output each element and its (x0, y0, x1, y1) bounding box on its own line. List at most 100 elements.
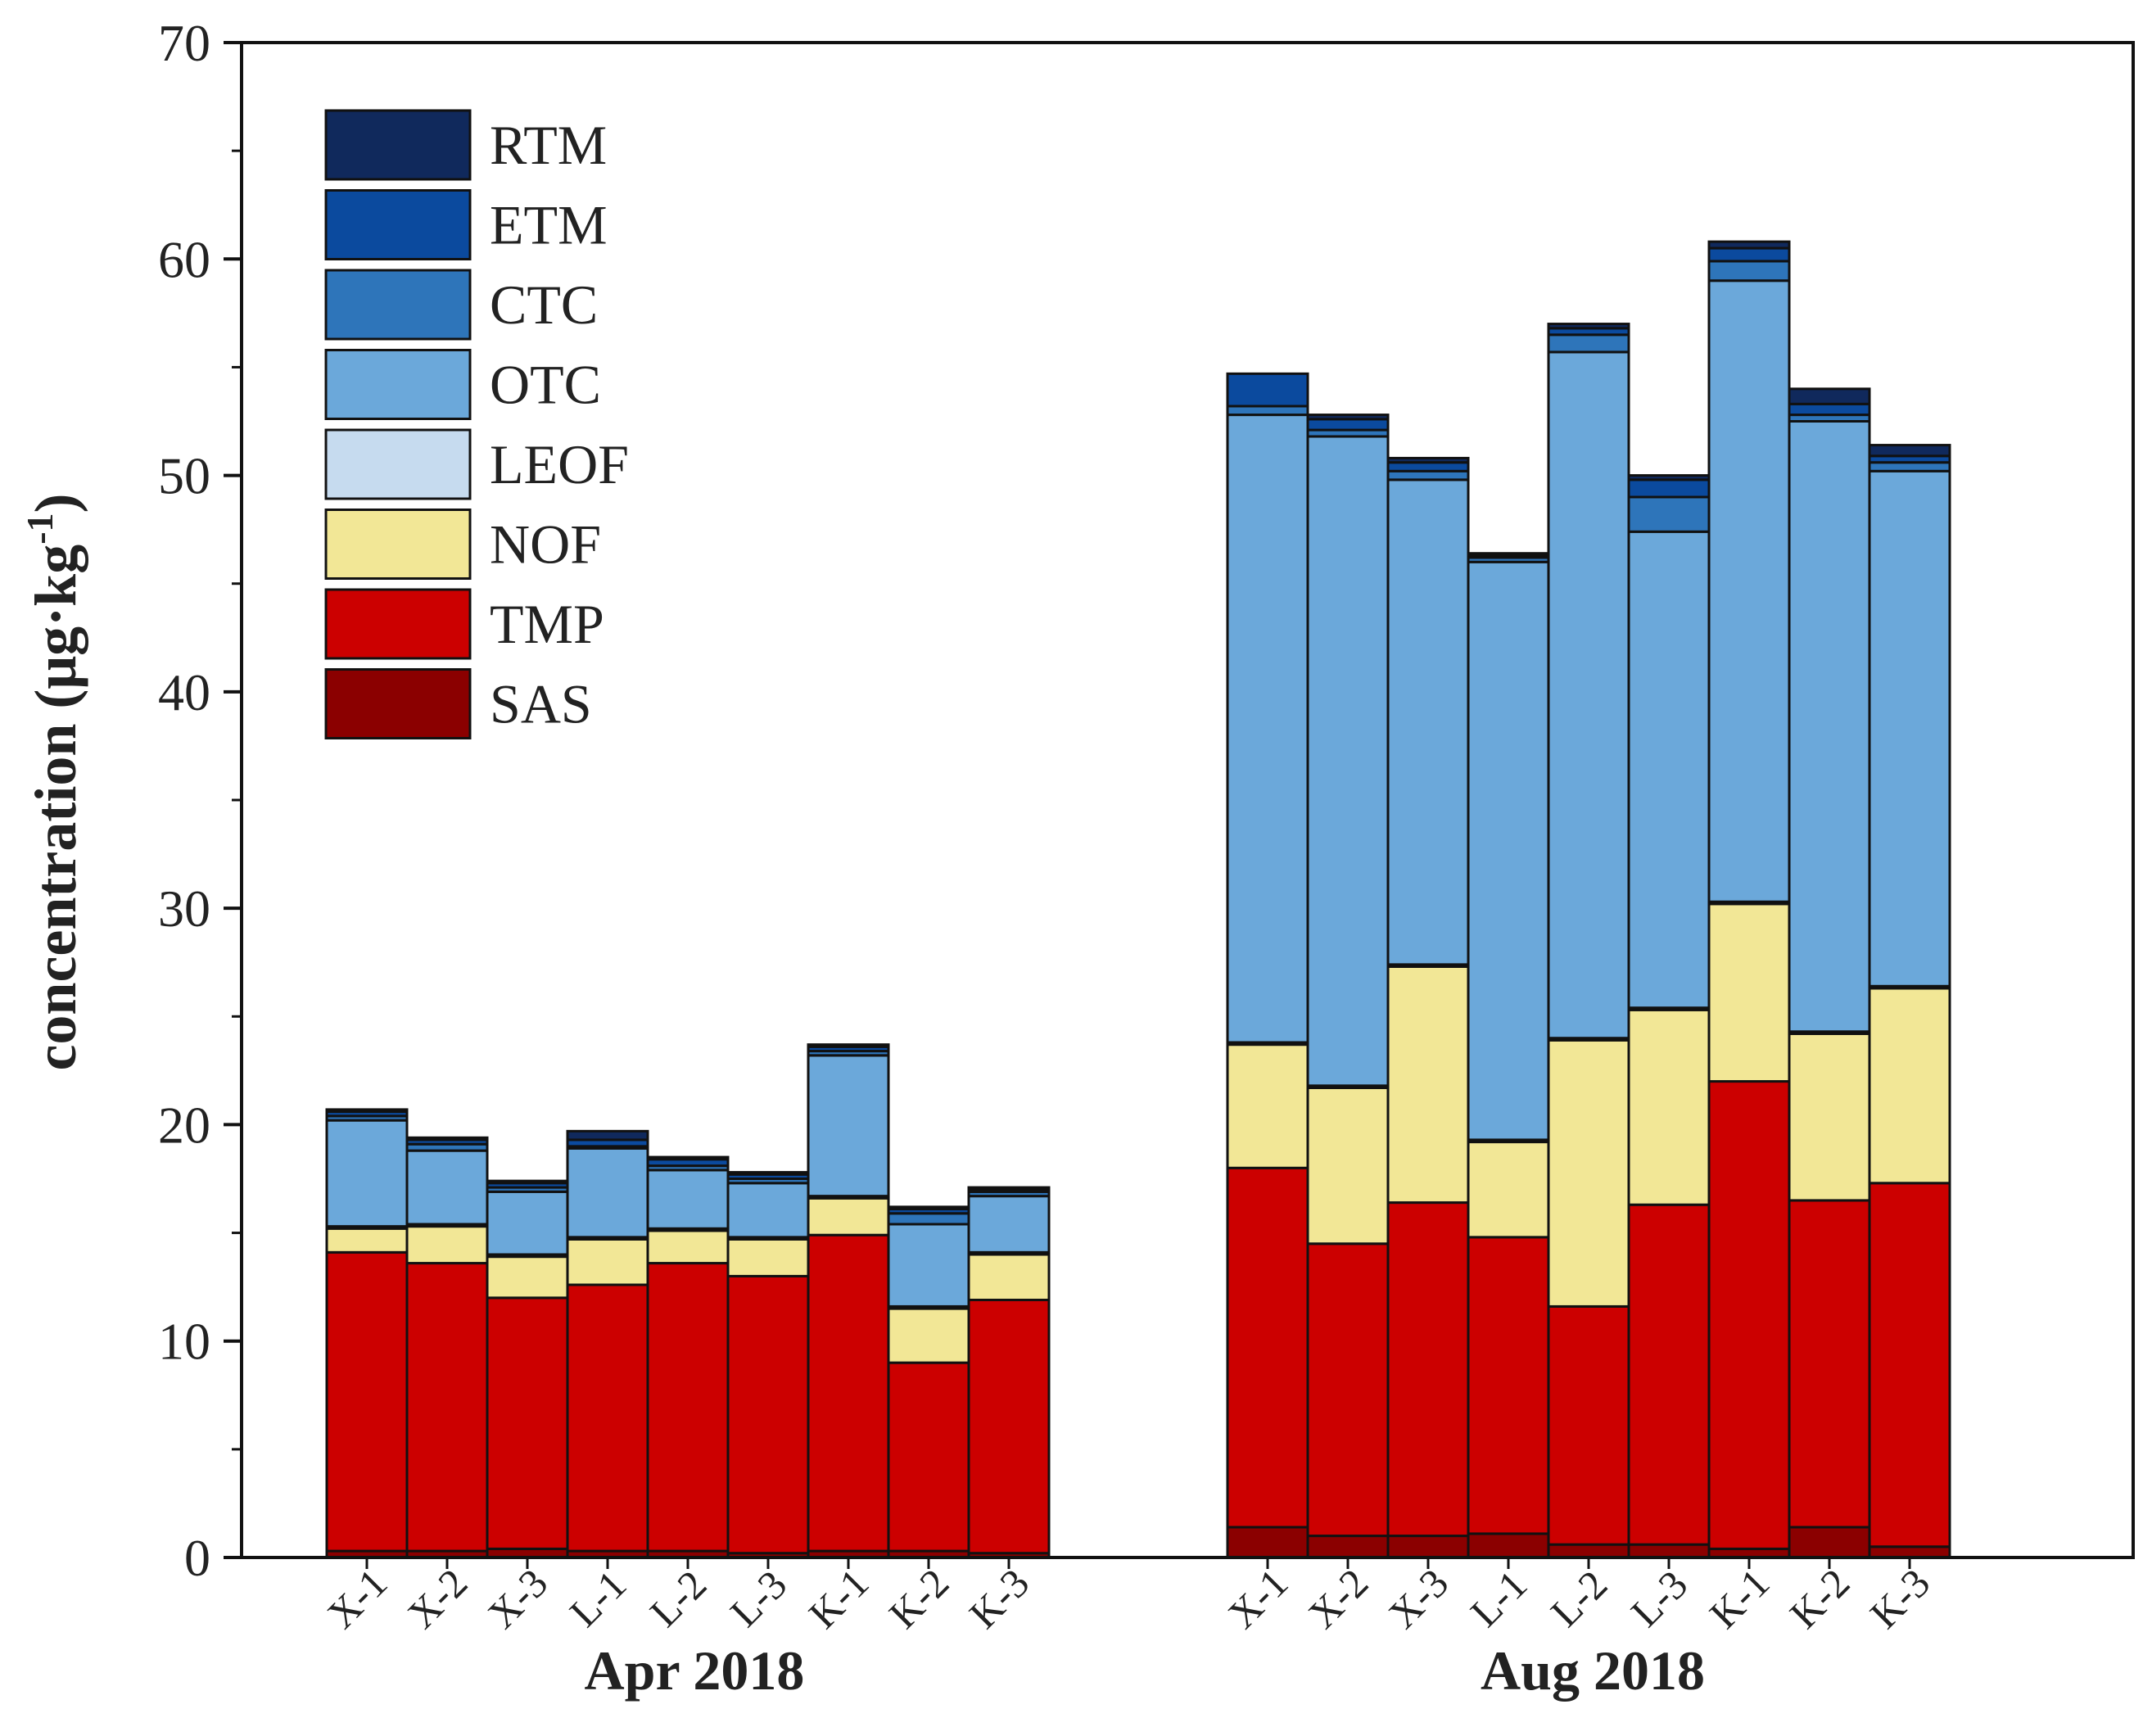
bar-segment-nof (1547, 1038, 1630, 1308)
bar-segment-otc (887, 1223, 970, 1308)
bar-segment-ctc (1707, 260, 1791, 283)
bar-segment-rtm (807, 1043, 890, 1048)
group-label-aug: Aug 2018 (1481, 1639, 1705, 1702)
bar-segment-otc (646, 1169, 730, 1230)
y-axis: 0 10 20 30 40 50 60 70 (158, 14, 242, 1587)
bar-segment-ctc (1547, 333, 1630, 354)
bar-segment-rtm (1306, 414, 1390, 421)
bar-segment-sas (1788, 1526, 1871, 1559)
x-tick-label: K-2 (880, 1560, 958, 1638)
bar-segment-otc (1788, 420, 1871, 1033)
x-tick-label: L-1 (561, 1562, 635, 1636)
bar-segment-etm (1386, 461, 1470, 472)
bar-segment-etm (1306, 418, 1390, 432)
bar-segment-tmp (1386, 1201, 1470, 1538)
bar-segment-rtm (566, 1129, 649, 1142)
bar-segment-otc (1467, 560, 1550, 1142)
bar-segment-tmp (1788, 1199, 1871, 1529)
bar-segment-rtm (646, 1155, 730, 1161)
legend-swatch-tmp (324, 588, 472, 660)
bar-segment-otc (1306, 435, 1390, 1087)
x-tick-label: L-3 (1622, 1562, 1697, 1636)
x-tick-label: X-1 (1219, 1560, 1297, 1638)
legend-swatch-etm (324, 189, 472, 260)
legend-label-rtm: RTM (490, 114, 607, 176)
bar-segment-rtm (405, 1136, 489, 1142)
bar-segment-tmp (1467, 1236, 1550, 1535)
y-tick-label: 30 (158, 879, 210, 938)
legend-label-nof: NOF (490, 513, 601, 576)
bar-segment-otc (1547, 350, 1630, 1040)
x-tick-label: L-1 (1462, 1562, 1536, 1636)
bar-segment-etm (1707, 246, 1791, 263)
bar-segment-nof (1788, 1032, 1871, 1202)
y-tick-label: 20 (158, 1096, 210, 1154)
bar-segment-otc (1627, 530, 1711, 1010)
legend-label-sas: SAS (490, 673, 592, 735)
x-tick-label: X-1 (319, 1560, 396, 1638)
bar-segment-rtm (486, 1179, 569, 1185)
bar-segment-otc (807, 1054, 890, 1198)
bar-segment-tmp (405, 1262, 489, 1553)
legend-label-etm: ETM (490, 194, 608, 256)
bar-segment-tmp (1868, 1182, 1951, 1548)
bar-layer (325, 240, 1951, 1559)
bar-segment-nof (726, 1238, 810, 1277)
legend-swatch-sas (324, 668, 472, 739)
legend-label-tmp: TMP (490, 593, 604, 655)
bar-segment-nof (325, 1227, 409, 1254)
bar-segment-ctc (1386, 469, 1470, 481)
bar-segment-nof (566, 1238, 649, 1286)
bar-segment-tmp (1627, 1203, 1711, 1546)
bar-segment-ctc (1627, 495, 1711, 533)
bar-segment-nof (1226, 1043, 1309, 1169)
x-tick-label: L-3 (721, 1562, 796, 1636)
bar-segment-rtm (1868, 444, 1951, 458)
bar-segment-otc (405, 1149, 489, 1226)
y-tick-label: 10 (158, 1313, 210, 1371)
x-tick-label: X-3 (1380, 1560, 1458, 1638)
x-tick-label: K-2 (1781, 1560, 1859, 1638)
bar-segment-sas (1386, 1535, 1470, 1559)
x-tick-label: X-2 (399, 1560, 477, 1638)
y-tick-label: 40 (158, 663, 210, 721)
y-axis-label-main: concentration (μg·kg (23, 545, 88, 1071)
bar-segment-rtm (325, 1108, 409, 1114)
bar-segment-sas (1627, 1543, 1711, 1559)
bar-segment-nof (967, 1253, 1051, 1301)
x-tick-label: L-2 (1542, 1562, 1616, 1636)
bar-segment-etm (1627, 478, 1711, 499)
legend: RTM ETM CTC OTC LEOF NOF TMP SAS (324, 109, 629, 739)
bar-segment-otc (1868, 469, 1951, 988)
bar-segment-otc (1226, 414, 1309, 1044)
bar-segment-rtm (1547, 323, 1630, 330)
bar-segment-ctc (1226, 405, 1309, 417)
bar-segment-sas (1226, 1526, 1309, 1559)
legend-swatch-otc (324, 349, 472, 420)
group-labels: Apr 2018 Aug 2018 (585, 1639, 1705, 1702)
y-axis-label: concentration (μg·kg-1) (19, 493, 88, 1070)
legend-swatch-ctc (324, 269, 472, 341)
bar-segment-rtm (967, 1186, 1051, 1191)
bar-segment-tmp (566, 1283, 649, 1553)
y-tick-label: 60 (158, 230, 210, 288)
x-tick-label: K-3 (961, 1560, 1038, 1638)
bar-segment-tmp (807, 1233, 890, 1553)
bar-segment-otc (1707, 279, 1791, 903)
bar-segment-nof (405, 1225, 489, 1265)
bar-segment-tmp (887, 1361, 970, 1553)
bar-segment-nof (1627, 1008, 1711, 1206)
plot-frame (240, 41, 2135, 1559)
x-tick-label: K-3 (1861, 1560, 1939, 1638)
bar-segment-sas (1467, 1532, 1550, 1559)
x-axis: X-1 X-2 X-3 L-1 L-2 L-3 K-1 K-2 K-3 X-1 X-2 X-3 L-1 L… (319, 1557, 1939, 1638)
bar-segment-nof (646, 1229, 730, 1265)
bar-segment-nof (1707, 902, 1791, 1083)
bar-segment-tmp (1226, 1166, 1309, 1529)
bar-segment-nof (486, 1255, 569, 1300)
y-tick-label: 50 (158, 447, 210, 505)
y-tick-label: 0 (184, 1529, 210, 1587)
x-tick-label: X-3 (479, 1560, 557, 1638)
bar-segment-tmp (1306, 1242, 1390, 1538)
